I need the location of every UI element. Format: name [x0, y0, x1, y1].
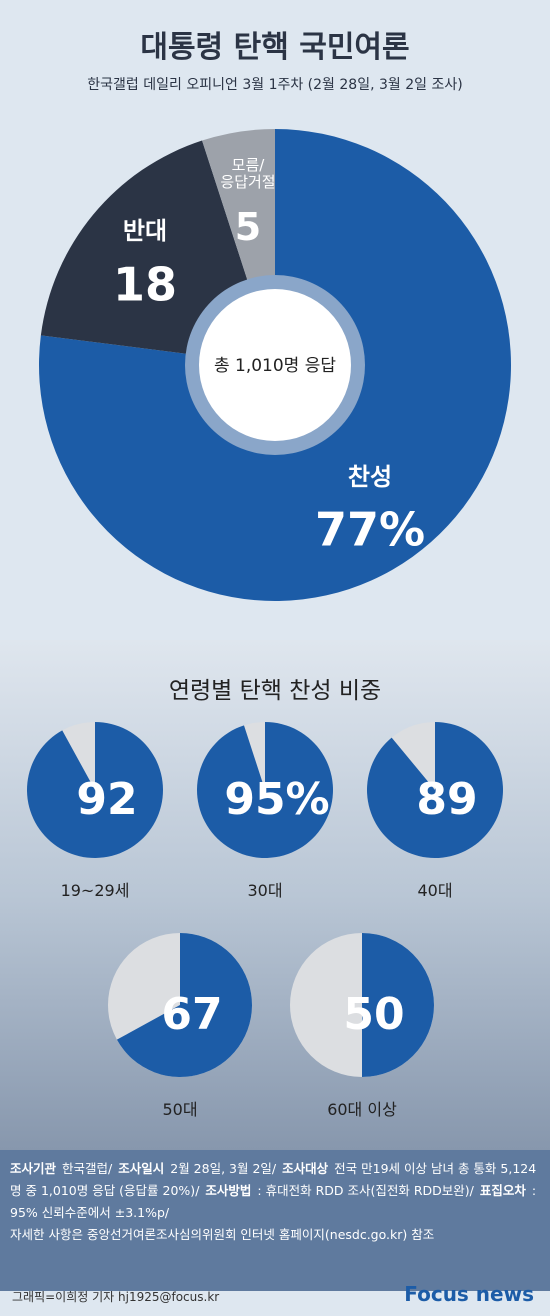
note-text: 전국 만19세 이상 남녀 총 통화 5,124명 중 1,010명 응답 (응… [10, 1161, 537, 1198]
pie-category: 40대 [417, 881, 452, 900]
note-label: 표집오차 [479, 1183, 526, 1198]
pie-value: 89 [416, 774, 477, 825]
note-label: 조사기관 [10, 1161, 57, 1176]
note-label: 조사대상 [282, 1161, 329, 1176]
slice-value: 77% [314, 502, 426, 557]
pie-slice [27, 722, 164, 859]
note-text: : 95% 신뢰수준에서 ±3.1%p/ [10, 1183, 537, 1220]
pie-slice [197, 722, 334, 858]
center-label: 총 1,010명 응답 [214, 356, 336, 376]
note-text: : 휴대전화 RDD 조사(집전화 RDD보완)/ [257, 1183, 474, 1198]
slice-label: 모름/ 응답거절 [220, 155, 276, 191]
note-text: 2월 28일, 3월 2일/ [170, 1161, 277, 1176]
pie-slice [362, 933, 434, 1077]
pie-value: 95% [224, 774, 329, 825]
slice-value: 18 [112, 257, 178, 312]
slice-label: 찬성 [347, 463, 393, 492]
logo: Focus news [404, 1282, 534, 1306]
slice-value: 5 [234, 205, 262, 250]
pie-slice [367, 722, 504, 858]
pie-category: 19~29세 [61, 881, 130, 900]
donut-hole [199, 289, 351, 441]
pie-category: 50대 [162, 1100, 197, 1119]
pie-slice [116, 933, 253, 1077]
section-title: 연령별 탄핵 찬성 비중 [169, 678, 381, 704]
note-label: 조사방법 [205, 1183, 252, 1198]
note-footer: 자세한 사항은 중앙선거여론조사심의위원회 인터넷 홈페이지(nesdc.go.… [10, 1227, 435, 1242]
note-text: 한국갤럽/ [62, 1161, 113, 1176]
pie-category: 60대 이상 [327, 1100, 397, 1119]
subtitle: 한국갤럽 데일리 오피니언 3월 1주차 (2월 28일, 3월 2일 조사) [87, 77, 463, 93]
note-label: 조사일시 [118, 1161, 165, 1176]
pie-value: 67 [161, 989, 222, 1040]
slice-label: 반대 [122, 217, 168, 246]
pie-value: 92 [76, 774, 137, 825]
title: 대통령 탄핵 국민여론 [140, 30, 410, 65]
pie-category: 30대 [247, 881, 282, 900]
notes: 조사기관 한국갤럽/조사일시 2월 28일, 3월 2일/조사대상 전국 만19세 이… [0, 1150, 550, 1291]
pie-value: 50 [343, 989, 404, 1040]
credit: 그래픽=이희정 기자 hj1925@focus.kr [12, 1290, 220, 1304]
